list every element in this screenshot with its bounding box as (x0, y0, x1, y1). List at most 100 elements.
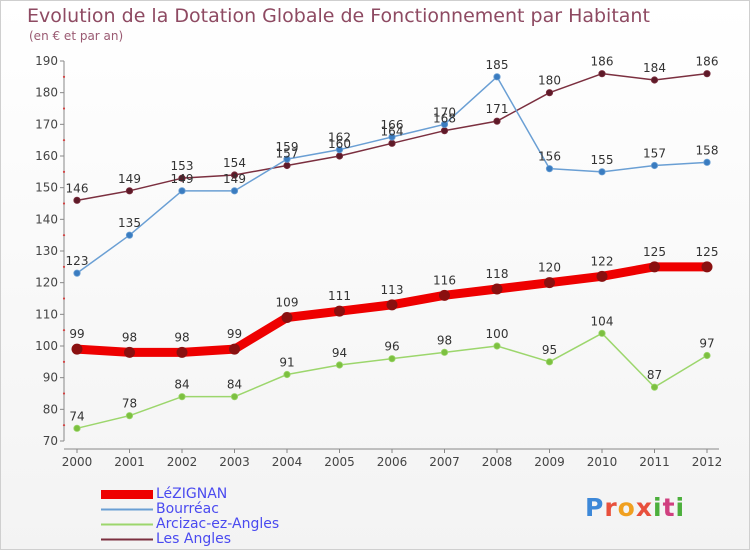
y-tick-label: 90 (43, 371, 58, 385)
data-label-arcizac: 98 (437, 333, 452, 347)
y-tick-label: 100 (35, 339, 58, 353)
y-minor-tick (62, 424, 66, 427)
legend-item-lezignan[interactable]: LéZIGNAN (101, 487, 279, 502)
data-point-lezignan (491, 283, 503, 295)
data-label-arcizac: 78 (122, 397, 137, 411)
data-label-lezignan: 118 (486, 267, 509, 281)
chart-title: Evolution de la Dotation Globale de Fonc… (27, 5, 650, 27)
data-point-lezignan (544, 277, 555, 289)
data-point-bourreac (230, 187, 239, 195)
data-point-arcizac (650, 383, 659, 391)
y-minor-tick (62, 170, 66, 173)
data-label-lezignan: 109 (276, 296, 299, 310)
data-point-arcizac (283, 370, 291, 379)
data-label-lezignan: 116 (433, 273, 456, 287)
legend-swatch-arcizac (101, 523, 153, 526)
logo-letter: x (635, 493, 653, 522)
data-label-lezignan: 122 (591, 254, 614, 268)
data-label-arcizac: 87 (647, 368, 662, 382)
x-tick-label: 2009 (534, 455, 565, 469)
x-tick-label: 2005 (324, 455, 355, 469)
data-label-bourreac: 149 (171, 172, 194, 186)
data-label-lezignan: 111 (328, 289, 351, 303)
legend-swatch-bourreac (101, 508, 153, 511)
legend-item-les-angles[interactable]: Les Angles (101, 532, 279, 547)
data-label-les-angles: 160 (328, 137, 351, 151)
y-minor-tick (62, 107, 66, 110)
data-label-arcizac: 95 (542, 343, 557, 357)
y-minor-tick (62, 234, 66, 237)
data-label-arcizac: 94 (332, 346, 347, 360)
data-point-lezignan (649, 261, 660, 273)
data-label-arcizac: 96 (384, 340, 399, 354)
data-label-bourreac: 149 (223, 172, 246, 186)
data-label-bourreac: 123 (66, 254, 89, 268)
data-label-lezignan: 98 (174, 330, 189, 344)
legend-label-arcizac: Arcizac-ez-Angles (156, 516, 280, 532)
data-point-arcizac (230, 393, 239, 401)
x-tick-label: 2002 (167, 455, 198, 469)
y-tick-label: 160 (35, 149, 58, 163)
data-label-les-angles: 186 (696, 55, 719, 69)
data-label-bourreac: 166 (381, 118, 404, 132)
data-label-arcizac: 84 (174, 378, 189, 392)
data-label-les-angles: 157 (276, 147, 299, 161)
legend: LéZIGNAN Bourréac Arcizac-ez-Angles Les … (101, 487, 279, 547)
data-label-les-angles: 164 (381, 124, 404, 138)
data-label-bourreac: 162 (328, 131, 351, 145)
data-point-lezignan (229, 343, 240, 355)
x-tick-label: 2000 (62, 455, 93, 469)
logo-letter: r (604, 493, 618, 522)
axes: 70 80 90 100 110 120 130 140 150 160 170 180 190 2000… (35, 54, 722, 469)
x-tick-label: 2001 (114, 455, 145, 469)
legend-label-bourreac: Bourréac (156, 501, 219, 517)
y-minor-tick (62, 329, 66, 332)
data-point-bourreac (493, 73, 501, 81)
data-point-lezignan (71, 343, 83, 355)
y-tick-label: 190 (35, 54, 58, 68)
data-point-bourreac (283, 155, 291, 163)
data-point-arcizac (440, 348, 449, 356)
data-label-arcizac: 100 (486, 327, 509, 341)
y-tick-label: 170 (35, 117, 58, 131)
data-point-les-angles (493, 117, 501, 125)
data-label-arcizac: 84 (227, 378, 242, 392)
legend-item-bourreac[interactable]: Bourréac (101, 502, 279, 517)
y-tick-label: 70 (43, 434, 58, 448)
data-label-lezignan: 125 (643, 245, 666, 259)
data-label-bourreac: 157 (643, 147, 666, 161)
data-label-les-angles: 154 (223, 156, 246, 170)
legend-item-arcizac[interactable]: Arcizac-ez-Angles (101, 517, 279, 532)
data-point-les-angles (440, 127, 449, 135)
data-label-bourreac: 158 (696, 143, 719, 157)
y-minor-tick (62, 297, 66, 300)
x-tick-label: 2010 (587, 455, 618, 469)
logo-letter: o (617, 493, 636, 522)
data-point-bourreac (178, 187, 186, 195)
data-point-les-angles (125, 187, 134, 195)
data-label-lezignan: 125 (696, 245, 719, 259)
data-point-les-angles (545, 89, 554, 97)
proxiti-logo[interactable]: Proxiti (585, 493, 685, 522)
data-point-arcizac (545, 358, 554, 366)
legend-label-lezignan: LéZIGNAN (156, 486, 228, 502)
y-tick-label: 150 (35, 181, 58, 195)
data-point-lezignan (701, 261, 713, 273)
y-tick-label: 140 (35, 212, 58, 226)
logo-letter: P (585, 493, 605, 522)
data-point-les-angles (283, 161, 291, 170)
data-label-les-angles: 184 (643, 61, 666, 75)
data-point-lezignan (124, 346, 135, 358)
y-tick-label: 120 (35, 276, 58, 290)
y-tick-label: 130 (35, 244, 58, 258)
data-point-les-angles (73, 196, 81, 204)
data-point-les-angles (335, 152, 344, 160)
data-label-bourreac: 135 (118, 216, 141, 230)
legend-label-les-angles: Les Angles (156, 531, 232, 547)
y-tick-label: 80 (43, 402, 58, 416)
data-point-arcizac (493, 342, 501, 350)
x-tick-label: 2008 (482, 455, 513, 469)
data-label-arcizac: 74 (69, 409, 84, 423)
data-point-bourreac (73, 269, 81, 277)
